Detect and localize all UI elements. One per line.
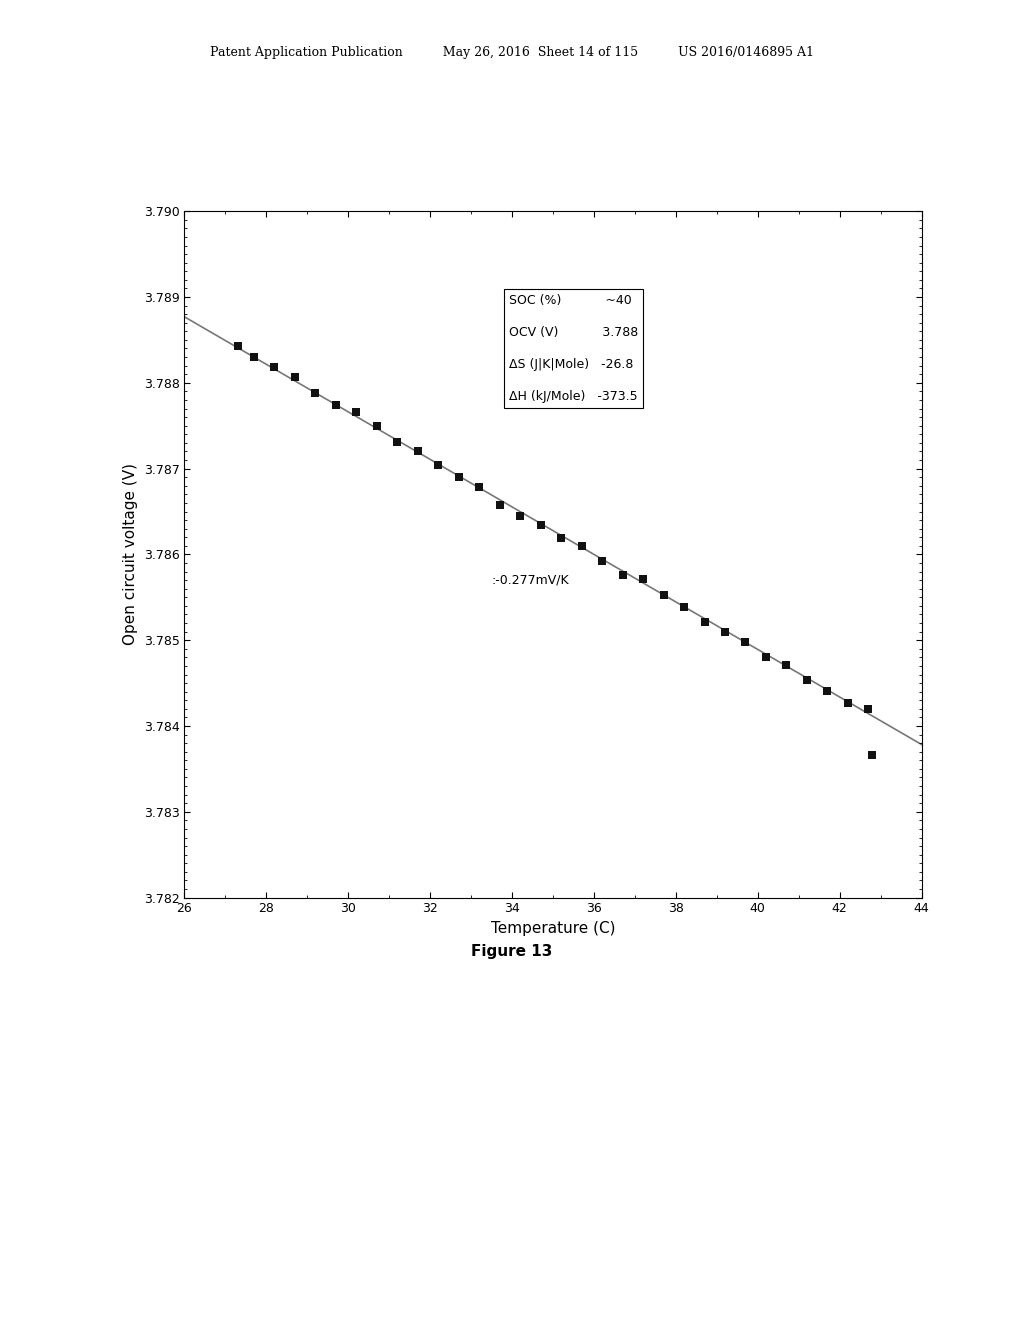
Point: [614, 564, 631, 585]
Point: [348, 401, 365, 422]
Point: [287, 367, 303, 388]
Point: [229, 335, 246, 356]
Point: [369, 416, 385, 437]
Point: [655, 585, 672, 606]
Text: Figure 13: Figure 13: [471, 944, 553, 958]
Point: [451, 466, 467, 487]
Point: [512, 506, 528, 527]
Point: [471, 477, 487, 498]
Point: [758, 647, 774, 668]
X-axis label: Temperature (C): Temperature (C): [490, 921, 615, 936]
Point: [492, 494, 508, 515]
Point: [778, 655, 795, 676]
Point: [840, 693, 856, 714]
Point: [737, 631, 754, 652]
Text: :-0.277mV/K: :-0.277mV/K: [492, 574, 569, 586]
Y-axis label: Open circuit voltage (V): Open circuit voltage (V): [123, 463, 138, 645]
Text: Patent Application Publication          May 26, 2016  Sheet 14 of 115          U: Patent Application Publication May 26, 2…: [210, 46, 814, 59]
Point: [635, 569, 651, 590]
Point: [430, 454, 446, 475]
Point: [864, 744, 881, 766]
Point: [307, 383, 324, 404]
Point: [573, 536, 590, 557]
Point: [676, 595, 692, 616]
Point: [246, 347, 262, 368]
Point: [389, 430, 406, 451]
Point: [799, 669, 815, 690]
Point: [594, 550, 610, 572]
Text: SOC (%)           ~40

OCV (V)           3.788

ΔS (J|K|Mole)   -26.8

ΔH (kJ/Mo: SOC (%) ~40 OCV (V) 3.788 ΔS (J|K|Mole) …: [509, 293, 638, 403]
Point: [819, 680, 836, 701]
Point: [410, 441, 426, 462]
Point: [532, 515, 549, 536]
Point: [696, 611, 713, 632]
Point: [860, 698, 877, 719]
Point: [328, 395, 344, 416]
Point: [266, 356, 283, 378]
Point: [717, 622, 733, 643]
Point: [553, 528, 569, 549]
